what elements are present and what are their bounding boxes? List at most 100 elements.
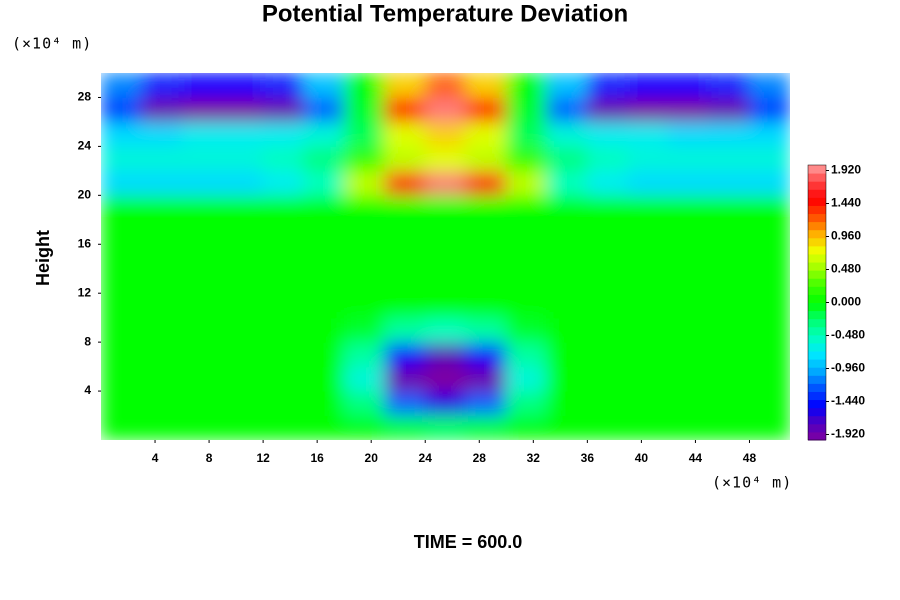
colorbar-band <box>808 181 826 190</box>
cell <box>424 96 467 123</box>
cell <box>181 390 224 417</box>
cell <box>262 243 305 270</box>
cell <box>181 194 224 221</box>
cell <box>141 145 183 172</box>
cell <box>748 341 790 368</box>
cell <box>101 268 143 294</box>
cell <box>181 73 224 98</box>
cell <box>627 121 669 147</box>
cell <box>748 415 790 440</box>
cell <box>708 96 750 123</box>
cell <box>141 268 183 294</box>
colorbar-band <box>808 278 826 287</box>
cell <box>424 243 467 270</box>
cell <box>101 73 143 98</box>
cell <box>343 145 386 172</box>
cell <box>505 145 548 172</box>
cell <box>586 268 629 294</box>
cell <box>384 219 426 245</box>
cell <box>303 73 345 98</box>
chart-title: Potential Temperature Deviation <box>262 0 628 27</box>
colorbar-band <box>808 302 826 312</box>
cell <box>384 390 426 417</box>
cell <box>627 243 669 270</box>
cell <box>141 366 183 392</box>
cell <box>384 96 426 123</box>
colorbar-band <box>808 391 826 401</box>
colorbar-tick-label: 1.440 <box>831 196 861 210</box>
cell <box>667 268 710 294</box>
cell <box>424 219 467 245</box>
cell <box>303 194 345 221</box>
cell <box>627 415 669 440</box>
cell <box>222 73 264 98</box>
colorbar-band <box>808 294 826 303</box>
cell <box>505 317 548 343</box>
cell <box>424 121 467 147</box>
y-tick-label: 16 <box>78 236 92 250</box>
colorbar-band <box>808 253 826 263</box>
cell <box>303 243 345 270</box>
cell <box>465 73 507 98</box>
cell <box>384 194 426 221</box>
cell <box>101 96 143 123</box>
cell <box>303 170 345 196</box>
cell <box>465 145 507 172</box>
cell <box>343 366 386 392</box>
cell <box>141 390 183 417</box>
cell <box>222 243 264 270</box>
x-tick-label: 32 <box>527 451 541 465</box>
colorbar-tick-label: -1.920 <box>831 427 865 441</box>
colorbar-band <box>808 197 826 206</box>
cell <box>748 96 790 123</box>
x-tick-label: 44 <box>689 451 703 465</box>
cell <box>343 194 386 221</box>
cell <box>748 390 790 417</box>
colorbar-tick-label: -0.480 <box>831 328 865 342</box>
cell <box>708 292 750 319</box>
cell <box>586 170 629 196</box>
cell <box>303 390 345 417</box>
cell <box>222 390 264 417</box>
cell <box>748 145 790 172</box>
cell <box>627 390 669 417</box>
cell <box>141 219 183 245</box>
colorbar-band <box>808 375 826 384</box>
colorbar-band <box>808 407 826 417</box>
cell <box>262 292 305 319</box>
cell <box>627 366 669 392</box>
cell <box>424 341 467 368</box>
cell <box>708 341 750 368</box>
cell <box>465 317 507 343</box>
cell <box>708 317 750 343</box>
colorbar-band <box>808 310 826 320</box>
cell <box>262 96 305 123</box>
colorbar-band <box>808 262 826 271</box>
cell <box>505 292 548 319</box>
colorbar-band <box>808 399 826 409</box>
cell <box>546 317 588 343</box>
cell <box>101 219 143 245</box>
cell <box>708 145 750 172</box>
footer: TIME = 600.0 <box>414 532 523 552</box>
cell <box>708 170 750 196</box>
cell <box>505 341 548 368</box>
cell <box>505 243 548 270</box>
cell <box>546 390 588 417</box>
cell <box>303 145 345 172</box>
cell <box>101 317 143 343</box>
cell <box>101 145 143 172</box>
cell <box>101 243 143 270</box>
cell <box>505 121 548 147</box>
cell <box>384 73 426 98</box>
cell <box>343 317 386 343</box>
cell <box>141 292 183 319</box>
cell <box>303 96 345 123</box>
cell <box>384 121 426 147</box>
cell <box>222 366 264 392</box>
cell <box>343 243 386 270</box>
y-tick-label: 20 <box>78 188 92 202</box>
cell <box>586 415 629 440</box>
cell <box>303 268 345 294</box>
cell <box>708 73 750 98</box>
